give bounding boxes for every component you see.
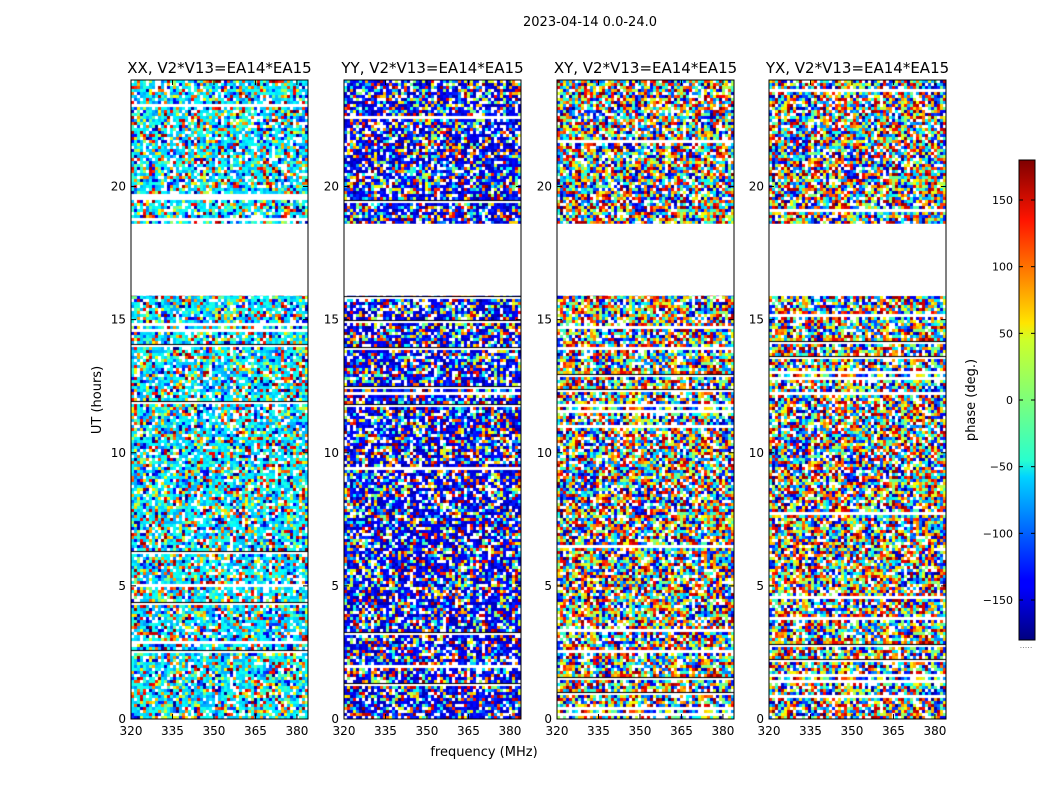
x-tick-label: 350 <box>629 724 652 738</box>
no-data-gap <box>344 223 521 296</box>
x-tick-label: 365 <box>244 724 267 738</box>
y-tick-label: 5 <box>544 579 552 593</box>
panel-xy: XY, V2*V13=EA14*EA15 320 335 350 365 380 0 5 10 1… <box>537 59 737 738</box>
colorbar-offset-dots: ..... <box>1020 641 1033 650</box>
y-tick-label: 20 <box>324 180 339 194</box>
x-tick-label: 320 <box>120 724 143 738</box>
panel-frame <box>768 79 947 720</box>
heatmap-xy <box>557 80 734 719</box>
colorbar-tick-label: 100 <box>992 261 1013 274</box>
panel-title: YX, V2*V13=EA14*EA15 <box>765 59 949 77</box>
x-tick-label: 365 <box>882 724 905 738</box>
x-tick-label: 365 <box>457 724 480 738</box>
x-tick-label: 380 <box>711 724 734 738</box>
y-tick-label: 5 <box>756 579 764 593</box>
y-tick-label: 15 <box>111 313 126 327</box>
heatmap-xx <box>131 80 308 719</box>
panel-yy: YY, V2*V13=EA14*EA15 320 335 350 365 380 0 5 10 1… <box>324 59 524 738</box>
x-tick-label: 320 <box>758 724 781 738</box>
y-tick-label: 15 <box>749 313 764 327</box>
x-tick-label: 350 <box>841 724 864 738</box>
panel-title: YY, V2*V13=EA14*EA15 <box>340 59 523 77</box>
x-tick-label: 335 <box>374 724 397 738</box>
y-tick-label: 10 <box>537 446 552 460</box>
no-data-gap <box>769 223 946 296</box>
panel-frame <box>130 79 309 720</box>
x-tick-label: 335 <box>587 724 610 738</box>
no-data-gap <box>557 223 734 296</box>
y-tick-label: 20 <box>537 180 552 194</box>
y-tick-label: 0 <box>118 712 126 726</box>
y-tick-label: 20 <box>111 180 126 194</box>
colorbar-ticks: 150 100 50 0 −50 −100 −150 <box>983 194 1035 607</box>
x-tick-label: 335 <box>799 724 822 738</box>
colorbar-label: phase (deg.) <box>964 359 979 441</box>
heatmap-yy <box>344 80 521 719</box>
panel-frame <box>343 79 522 720</box>
y-tick-label: 10 <box>111 446 126 460</box>
y-tick-label: 15 <box>324 313 339 327</box>
y-tick-label: 20 <box>749 180 764 194</box>
figure-title: 2023-04-14 0.0-24.0 <box>523 15 657 30</box>
y-tick-label: 0 <box>544 712 552 726</box>
panel-xx: XX, V2*V13=EA14*EA15 320 335 350 365 380 0 5 10 1… <box>111 59 312 738</box>
x-axis-label: frequency (MHz) <box>430 745 537 760</box>
colorbar-tick-label: 150 <box>992 194 1013 207</box>
x-tick-label: 320 <box>333 724 356 738</box>
heatmap-yx <box>769 80 946 719</box>
y-tick-label: 5 <box>118 579 126 593</box>
y-axis-label: UT (hours) <box>90 366 105 434</box>
y-tick-label: 0 <box>331 712 339 726</box>
x-tick-label: 350 <box>416 724 439 738</box>
no-data-gap <box>131 223 308 296</box>
panel-yx: YX, V2*V13=EA14*EA15 320 335 350 365 380 0 5 10 1… <box>749 59 949 738</box>
y-tick-label: 15 <box>537 313 552 327</box>
y-tick-label: 5 <box>331 579 339 593</box>
panel-frame <box>556 79 735 720</box>
colorbar-tick-label: −150 <box>983 594 1013 607</box>
colorbar-tick-label: 50 <box>999 327 1013 340</box>
panels: XX, V2*V13=EA14*EA15 320 335 350 365 380 0 5 10 1… <box>111 59 949 738</box>
x-tick-label: 380 <box>923 724 946 738</box>
x-tick-label: 380 <box>285 724 308 738</box>
x-tick-label: 365 <box>670 724 693 738</box>
y-tick-label: 10 <box>749 446 764 460</box>
colorbar: 150 100 50 0 −50 −100 −150 phase (deg.) ..... <box>964 159 1036 650</box>
y-tick-label: 10 <box>324 446 339 460</box>
panel-title: XY, V2*V13=EA14*EA15 <box>554 59 737 77</box>
y-tick-label: 0 <box>756 712 764 726</box>
panel-title: XX, V2*V13=EA14*EA15 <box>127 59 311 77</box>
x-tick-label: 320 <box>546 724 569 738</box>
x-tick-label: 335 <box>161 724 184 738</box>
colorbar-tick-label: −100 <box>983 527 1013 540</box>
x-tick-label: 350 <box>203 724 226 738</box>
colorbar-tick-label: −50 <box>990 461 1013 474</box>
x-tick-label: 380 <box>498 724 521 738</box>
colorbar-tick-label: 0 <box>1006 394 1013 407</box>
